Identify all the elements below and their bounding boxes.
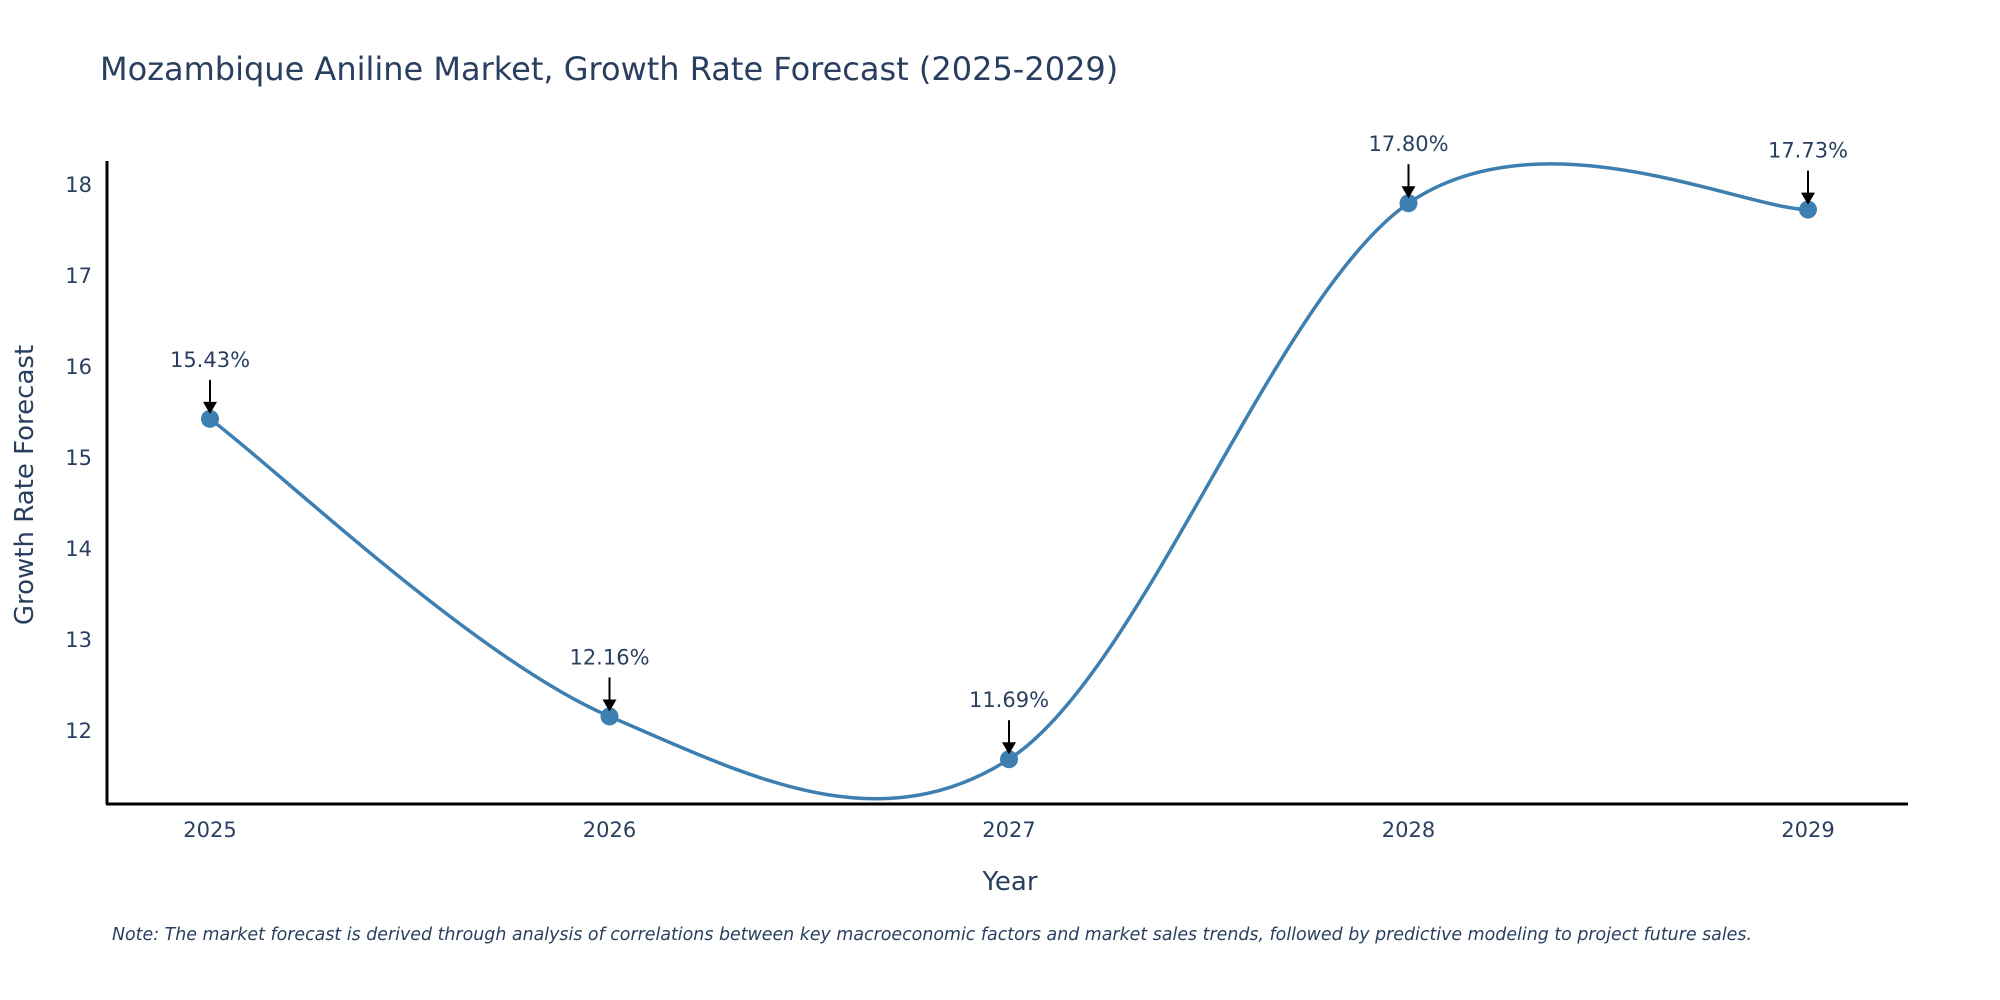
data-point	[1399, 194, 1418, 213]
annotation-arrow-head	[203, 401, 217, 414]
data-annotation: 17.73%	[1768, 139, 1848, 205]
data-label: 15.43%	[170, 348, 250, 372]
annotation-arrow-head	[1801, 192, 1815, 205]
x-tick-label: 2026	[583, 818, 636, 842]
data-point	[1000, 750, 1018, 769]
x-tick-label: 2027	[982, 818, 1035, 842]
data-label: 11.69%	[969, 688, 1049, 712]
data-point	[1799, 200, 1817, 219]
series-line	[208, 162, 1809, 801]
y-tick-label: 17	[65, 264, 92, 288]
y-tick-label: 16	[65, 355, 92, 379]
data-markers	[201, 194, 1817, 769]
x-tick-label: 2028	[1382, 818, 1435, 842]
data-annotation: 17.80%	[1368, 132, 1449, 199]
data-annotations: 15.43% 12.16% 11.69% 17.80% 17.73%	[170, 132, 1848, 755]
annotation-arrow-head	[1002, 742, 1016, 755]
chart-title: Mozambique Aniline Market, Growth Rate F…	[100, 50, 1118, 88]
data-label: 12.16%	[569, 645, 649, 669]
y-tick-label: 14	[65, 537, 92, 561]
data-label: 17.80%	[1368, 132, 1448, 156]
annotation-arrow-head	[602, 699, 617, 712]
y-axis-ticks: 12 13 14 15 16 17 18	[65, 173, 92, 743]
x-tick-label: 2025	[183, 818, 236, 842]
y-tick-label: 13	[65, 628, 92, 652]
x-axis-title: Year	[981, 867, 1037, 897]
data-point	[600, 707, 619, 726]
annotation-arrow-head	[1401, 186, 1416, 199]
x-axis-ticks: 2025 2026 2027 2028 2029	[183, 818, 1834, 842]
y-tick-label: 18	[65, 173, 92, 197]
x-tick-label: 2029	[1781, 818, 1834, 842]
y-tick-label: 12	[65, 719, 92, 743]
data-annotation: 12.16%	[569, 645, 650, 712]
data-point	[201, 409, 219, 428]
footnote: Note: The market forecast is derived thr…	[112, 924, 1752, 945]
y-axis-title: Growth Rate Forecast	[10, 345, 40, 625]
data-label: 17.73%	[1768, 139, 1848, 163]
data-annotation: 11.69%	[969, 688, 1049, 755]
y-tick-label: 15	[65, 446, 92, 470]
data-annotation: 15.43%	[170, 348, 250, 414]
